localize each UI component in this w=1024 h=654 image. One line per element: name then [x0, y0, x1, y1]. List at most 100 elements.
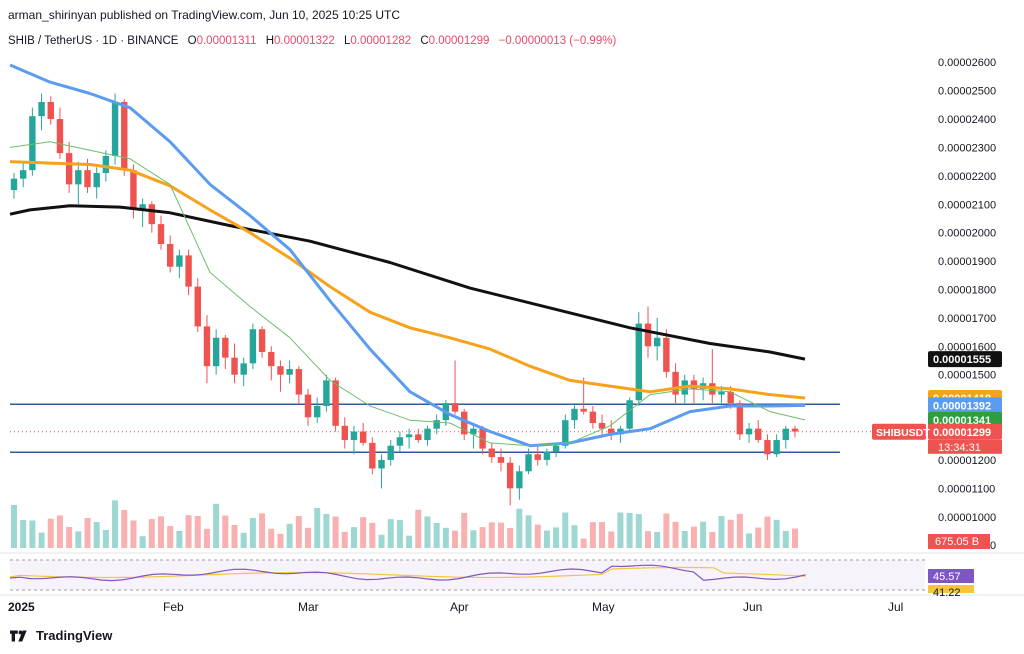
volume-bar: [644, 531, 651, 548]
candle-body: [470, 428, 477, 435]
low-value: 0.00001282: [350, 35, 412, 47]
volume-bar: [571, 525, 578, 548]
symbol-name[interactable]: SHIB / TetherUS · 1D · BINANCE: [8, 35, 179, 47]
moving-average-line: [9, 160, 806, 400]
candle-body: [782, 428, 790, 441]
candle-body: [718, 391, 725, 395]
volume-bar: [286, 523, 293, 548]
volume-bar: [488, 522, 495, 548]
y-tick-label: 0.00001100: [938, 483, 995, 495]
symbol-ohlc-line: SHIB / TetherUS · 1D · BINANCE O0.000013…: [8, 35, 616, 47]
volume-bar: [497, 522, 504, 548]
candle-body: [727, 391, 734, 404]
moving-average-line: [9, 204, 806, 361]
candle-body: [56, 119, 64, 154]
volume-bar: [461, 512, 468, 548]
volume-bar: [350, 527, 357, 548]
candle-body: [93, 173, 100, 188]
x-tick-label: Apr: [450, 600, 469, 614]
candle-body: [580, 408, 587, 412]
volume-bar: [130, 520, 137, 548]
candle-body: [387, 445, 394, 460]
x-tick-label: Feb: [163, 600, 184, 614]
candle-body: [405, 434, 413, 438]
candle-body: [378, 459, 385, 469]
candle-body: [240, 363, 247, 375]
volume-bar: [709, 531, 716, 548]
volume-bar: [102, 529, 109, 548]
candle-body: [212, 337, 220, 367]
y-tick-label: 0.00002200: [938, 171, 996, 183]
volume-bar: [66, 526, 73, 548]
moving-average-line: [9, 63, 806, 448]
rsi-signal-label-box: [928, 585, 974, 593]
volume-bar: [231, 525, 238, 548]
tradingview-brand: TradingView: [36, 628, 113, 643]
volume-bar: [396, 519, 403, 548]
volume-bar: [332, 516, 339, 548]
tradingview-footer[interactable]: TradingView: [10, 628, 112, 643]
volume-label-text: 675.05 B: [935, 536, 979, 548]
candle-body: [589, 411, 597, 423]
volume-bar: [369, 522, 376, 548]
volume-bar: [580, 538, 587, 548]
candle-body: [663, 337, 670, 372]
volume-label-box: [928, 534, 990, 549]
y-tick-label: 0.00002100: [938, 199, 996, 211]
price-tag: 0.00001392: [928, 397, 1002, 414]
y-tick-label: 0.00001800: [938, 284, 996, 296]
candle-body: [433, 420, 440, 429]
countdown-text: 13:34:31: [938, 442, 981, 454]
y-tick-label: 0.00002400: [938, 114, 996, 126]
candle-body: [506, 462, 514, 489]
candle-body: [167, 244, 174, 267]
publisher-line: arman_shirinyan published on TradingView…: [8, 8, 401, 22]
candle-body: [314, 405, 321, 418]
x-tick-label: Mar: [298, 600, 319, 614]
volume-bar: [323, 513, 330, 548]
candle-body: [341, 425, 348, 441]
candle-body: [84, 170, 91, 188]
candle-body: [479, 428, 486, 449]
candle-body: [653, 337, 661, 347]
candle-body: [359, 431, 367, 443]
candle-body: [121, 101, 128, 171]
volume-bar: [240, 532, 247, 548]
volume-bar: [176, 530, 183, 548]
candle-body: [75, 170, 82, 185]
candle-body: [773, 440, 780, 455]
y-tick-label: 0.00002600: [938, 57, 996, 69]
volume-bar: [764, 516, 771, 548]
close-label: C: [420, 35, 429, 47]
volume-bar: [755, 527, 762, 548]
volume-bar: [185, 515, 192, 548]
volume-bar: [387, 519, 394, 548]
volume-bar: [93, 522, 100, 548]
candle-body: [497, 457, 505, 463]
candle-body: [534, 454, 541, 460]
candle-body: [571, 408, 578, 421]
y-tick-label: 0.00001600: [938, 341, 996, 353]
candle-body: [543, 451, 551, 460]
volume-bar: [654, 531, 661, 548]
price-tag-box: [928, 423, 1002, 440]
volume-bar: [617, 512, 624, 548]
candle-body: [332, 380, 339, 426]
volume-bar: [415, 509, 422, 548]
volume-bar: [47, 518, 54, 548]
volume-bar: [727, 519, 734, 548]
high-label: H: [265, 35, 274, 47]
rsi-line: [9, 564, 806, 582]
candle-body: [525, 454, 532, 472]
candle-body: [19, 170, 27, 179]
candle-body: [194, 286, 201, 327]
candle-body: [350, 431, 358, 441]
open-value: 0.00001311: [196, 35, 257, 47]
x-tick-label: May: [592, 600, 615, 614]
volume-bar: [38, 532, 45, 548]
y-tick-label: 0.00001500: [938, 370, 996, 382]
candle-body: [10, 178, 18, 191]
x-tick-label: 2025: [8, 600, 35, 614]
rsi-label-text: 45.57: [933, 571, 961, 583]
